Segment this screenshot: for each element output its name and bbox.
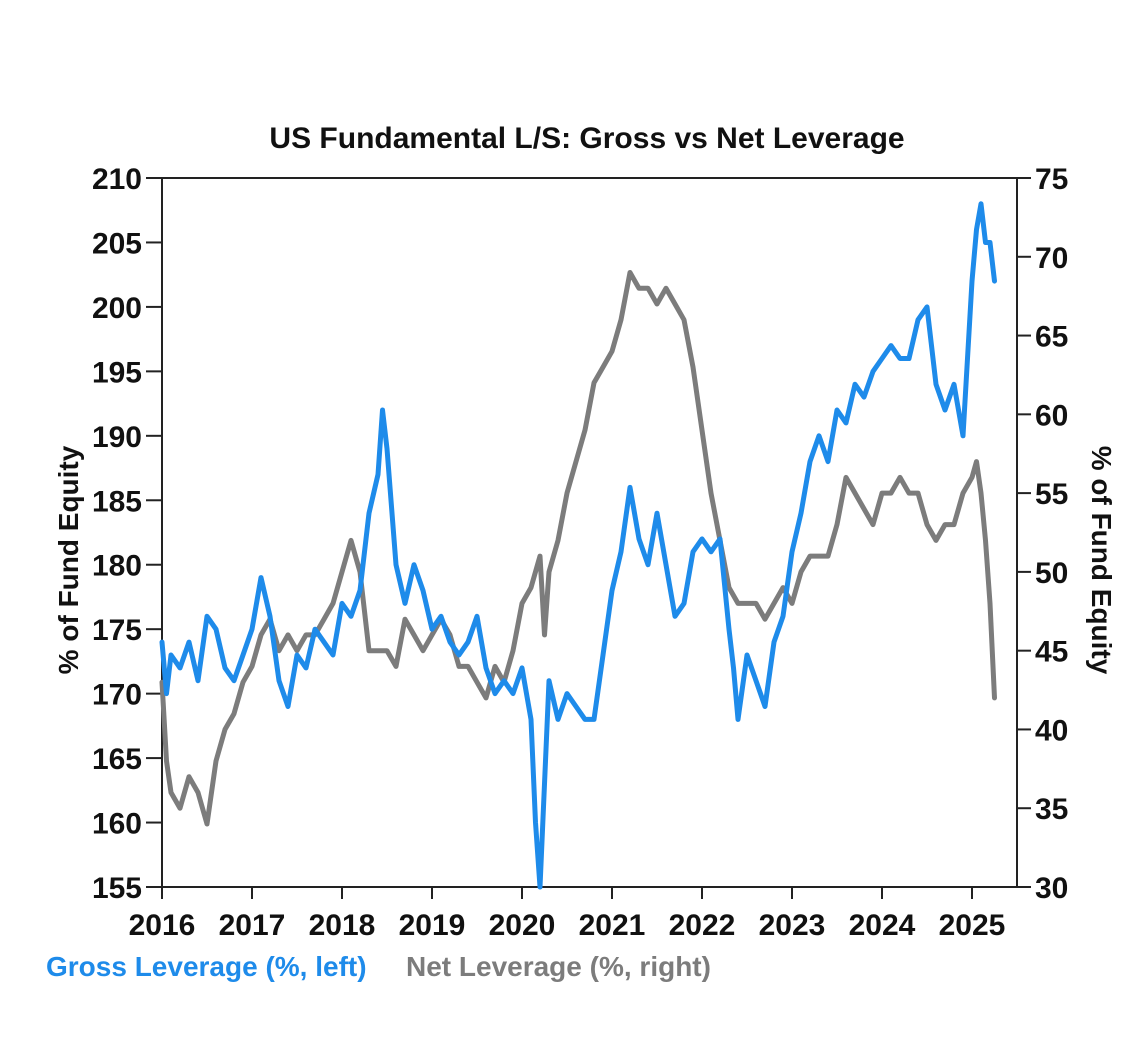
y-left-tick-label: 185 <box>92 485 142 518</box>
net-leverage-line <box>159 270 997 827</box>
y-right-tick-label: 45 <box>1035 636 1068 669</box>
x-tick-label: 2022 <box>669 909 736 942</box>
y-right-tick-label: 55 <box>1035 478 1068 511</box>
x-tick-label: 2019 <box>399 909 466 942</box>
y-right-tick-label: 50 <box>1035 557 1068 590</box>
x-tick-label: 2016 <box>129 909 196 942</box>
right-axis: 75 70 65 60 55 50 45 40 35 30 <box>1017 163 1068 905</box>
left-axis: 210 205 200 195 190 185 180 175 170 165 160 155 <box>92 163 162 905</box>
y-left-tick-label: 205 <box>92 227 142 260</box>
plot-frame <box>161 177 1018 888</box>
y-left-tick-label: 165 <box>92 743 142 776</box>
y-left-tick-label: 210 <box>92 163 142 196</box>
y-right-tick-label: 35 <box>1035 793 1068 826</box>
y-axis-label-left: % of Fund Equity <box>53 445 84 674</box>
x-tick-label: 2021 <box>579 909 646 942</box>
y-left-tick-label: 180 <box>92 550 142 583</box>
gross-leverage-line <box>159 201 997 890</box>
chart-title: US Fundamental L/S: Gross vs Net Leverag… <box>269 122 904 155</box>
y-right-tick-label: 40 <box>1035 714 1068 747</box>
series-layer <box>159 201 997 890</box>
legend-net-leverage: Net Leverage (%, right) <box>406 951 711 982</box>
x-tick-label: 2025 <box>939 909 1006 942</box>
y-left-tick-label: 190 <box>92 421 142 454</box>
y-right-tick-label: 65 <box>1035 321 1068 354</box>
y-left-tick-label: 195 <box>92 356 142 389</box>
legend-gross-leverage: Gross Leverage (%, left) <box>46 951 367 982</box>
y-axis-label-right: % of Fund Equity <box>1086 446 1117 675</box>
x-tick-label: 2024 <box>849 909 916 942</box>
y-left-tick-label: 175 <box>92 614 142 647</box>
y-right-tick-label: 70 <box>1035 242 1068 275</box>
x-tick-label: 2020 <box>489 909 556 942</box>
x-tick-label: 2018 <box>309 909 376 942</box>
y-right-tick-label: 60 <box>1035 399 1068 432</box>
x-axis: 2016 2017 2018 2019 2020 2021 2022 2023 2024 2025 <box>129 887 1006 942</box>
x-tick-label: 2017 <box>219 909 286 942</box>
y-left-tick-label: 200 <box>92 292 142 325</box>
y-left-tick-label: 160 <box>92 808 142 841</box>
y-right-tick-label: 30 <box>1035 872 1068 905</box>
y-right-tick-label: 75 <box>1035 163 1068 196</box>
y-left-tick-label: 155 <box>92 872 142 905</box>
x-tick-label: 2023 <box>759 909 826 942</box>
y-left-tick-label: 170 <box>92 679 142 712</box>
